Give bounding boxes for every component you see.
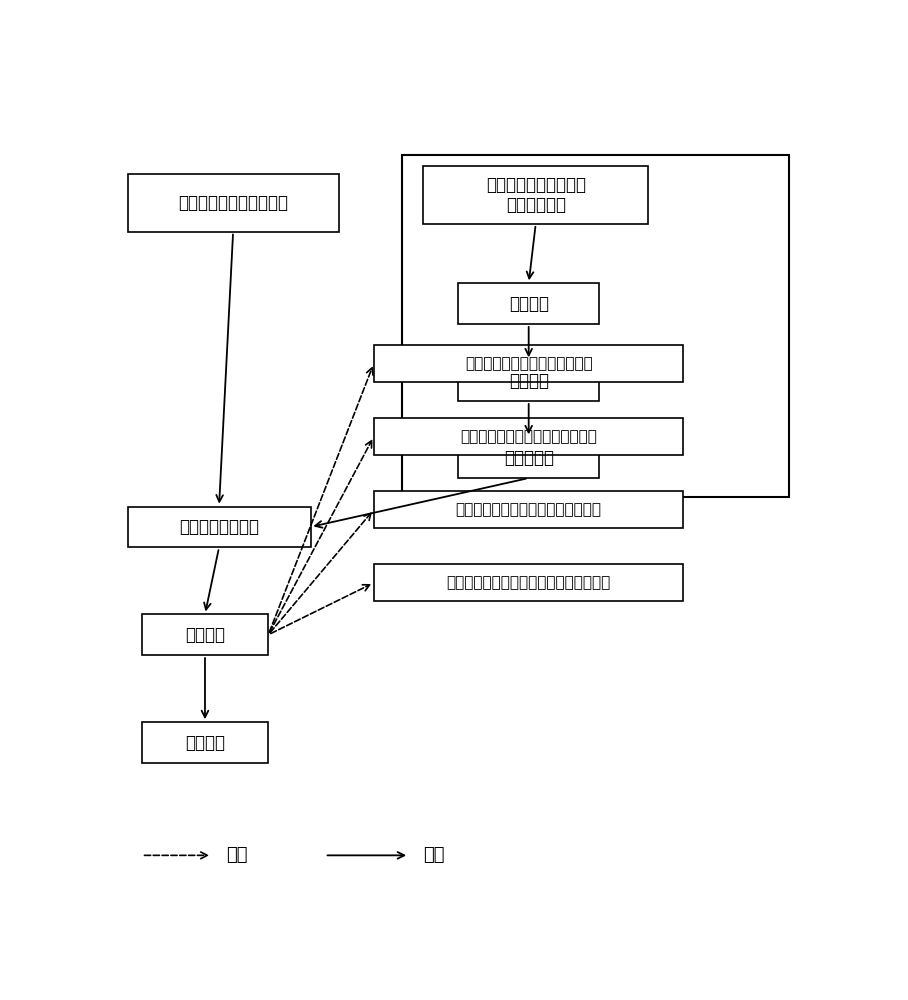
Text: 生成环境敏感区域基因信息统计文件: 生成环境敏感区域基因信息统计文件: [456, 502, 602, 517]
Text: 对照处理: 对照处理: [508, 295, 548, 313]
Text: 过程: 过程: [423, 846, 445, 864]
FancyBboxPatch shape: [374, 418, 684, 455]
FancyBboxPatch shape: [127, 174, 339, 232]
Text: 基因信息加载匹配: 基因信息加载匹配: [179, 518, 259, 536]
Text: 生成不同变化模式的基因统计文件: 生成不同变化模式的基因统计文件: [460, 429, 597, 444]
Text: 生成染色体上基因表达信息图像: 生成染色体上基因表达信息图像: [465, 356, 593, 371]
FancyBboxPatch shape: [459, 283, 599, 324]
Text: 下载生物染色体基因信息: 下载生物染色体基因信息: [178, 194, 288, 212]
FancyBboxPatch shape: [423, 166, 648, 224]
FancyBboxPatch shape: [459, 437, 599, 478]
Text: 生成文件: 生成文件: [185, 626, 225, 644]
FancyBboxPatch shape: [374, 345, 684, 382]
Text: 生成环境敏感区域基因原始信息导出文件: 生成环境敏感区域基因原始信息导出文件: [447, 575, 611, 590]
Text: 对数处理: 对数处理: [508, 372, 548, 390]
Text: 归一化处理: 归一化处理: [504, 449, 554, 467]
Text: 查看文件: 查看文件: [185, 734, 225, 752]
FancyBboxPatch shape: [459, 360, 599, 401]
FancyBboxPatch shape: [374, 564, 684, 601]
FancyBboxPatch shape: [374, 491, 684, 528]
Text: 包含: 包含: [226, 846, 248, 864]
FancyBboxPatch shape: [142, 722, 269, 763]
FancyBboxPatch shape: [127, 507, 311, 547]
Text: 读入相应生物样本基因
表达芯片数据: 读入相应生物样本基因 表达芯片数据: [486, 176, 586, 214]
FancyBboxPatch shape: [142, 614, 269, 655]
